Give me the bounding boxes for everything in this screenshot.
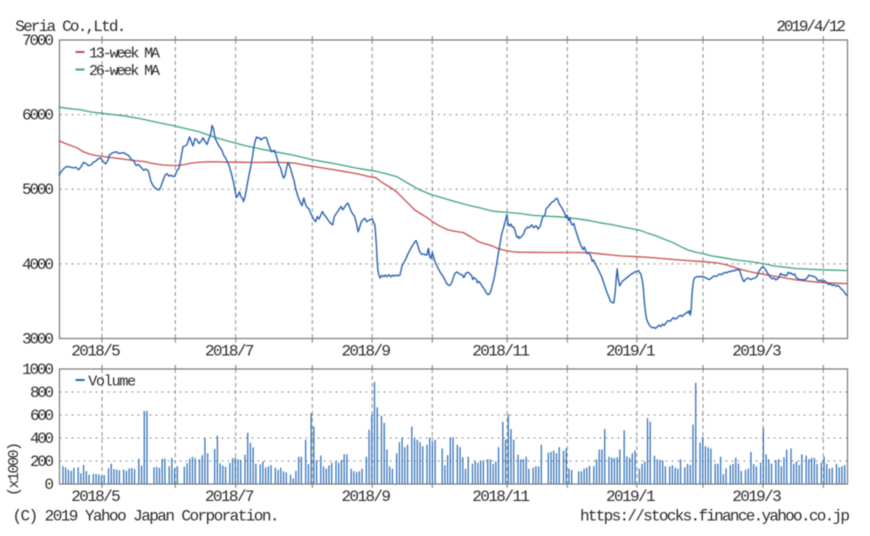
svg-text:1000: 1000 <box>22 361 54 379</box>
svg-text:Volume: Volume <box>88 374 136 391</box>
svg-text:2019/1: 2019/1 <box>606 343 656 361</box>
svg-text:2018/5: 2018/5 <box>71 343 121 361</box>
svg-text:2018/7: 2018/7 <box>205 343 255 361</box>
svg-text:Seria Co.,Ltd.: Seria Co.,Ltd. <box>15 18 126 36</box>
svg-text:2019/3: 2019/3 <box>732 488 782 506</box>
svg-text:2018/7: 2018/7 <box>205 488 255 506</box>
svg-text:7000: 7000 <box>22 32 54 50</box>
svg-text:4000: 4000 <box>22 256 54 274</box>
svg-text:2018/11: 2018/11 <box>472 343 530 361</box>
svg-text:(x1000): (x1000) <box>6 442 23 496</box>
svg-text:2019/1: 2019/1 <box>606 488 656 506</box>
svg-text:800: 800 <box>30 384 54 402</box>
svg-text:2018/5: 2018/5 <box>71 488 121 506</box>
svg-text:https://stocks.finance.yahoo.c: https://stocks.finance.yahoo.co.jp <box>580 508 850 526</box>
svg-text:3000: 3000 <box>22 331 54 349</box>
svg-text:200: 200 <box>30 453 54 471</box>
svg-text:2018/9: 2018/9 <box>341 343 391 361</box>
svg-text:2018/11: 2018/11 <box>472 488 530 506</box>
svg-text:6000: 6000 <box>22 107 54 125</box>
svg-text:(C) 2019 Yahoo Japan Corporati: (C) 2019 Yahoo Japan Corporation. <box>13 508 280 526</box>
svg-text:2018/9: 2018/9 <box>341 488 391 506</box>
svg-text:13-week MA: 13-week MA <box>89 46 160 63</box>
svg-text:600: 600 <box>30 407 54 425</box>
svg-text:26-week MA: 26-week MA <box>89 63 160 80</box>
svg-text:5000: 5000 <box>22 181 54 199</box>
svg-text:400: 400 <box>30 430 54 448</box>
svg-text:2019/4/12: 2019/4/12 <box>776 18 846 36</box>
svg-text:0: 0 <box>44 476 54 494</box>
svg-text:2019/3: 2019/3 <box>732 343 782 361</box>
